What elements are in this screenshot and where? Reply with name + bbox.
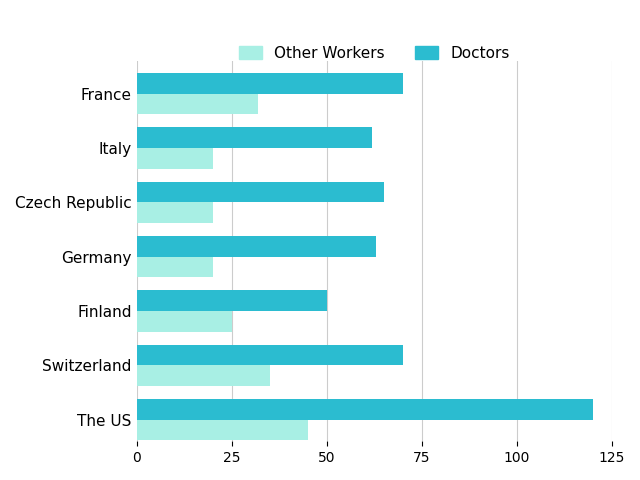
Bar bbox=[136, 290, 326, 311]
Bar bbox=[136, 202, 212, 223]
Bar bbox=[136, 236, 376, 256]
Bar bbox=[136, 420, 308, 440]
Bar bbox=[136, 365, 269, 386]
Bar bbox=[136, 73, 403, 94]
Bar bbox=[136, 148, 212, 168]
Bar bbox=[136, 256, 212, 277]
Bar bbox=[136, 311, 232, 332]
Bar bbox=[136, 345, 403, 365]
Bar bbox=[136, 399, 593, 420]
Legend: Other Workers, Doctors: Other Workers, Doctors bbox=[231, 38, 517, 69]
Bar bbox=[136, 127, 372, 148]
Bar bbox=[136, 94, 259, 114]
Bar bbox=[136, 181, 384, 202]
